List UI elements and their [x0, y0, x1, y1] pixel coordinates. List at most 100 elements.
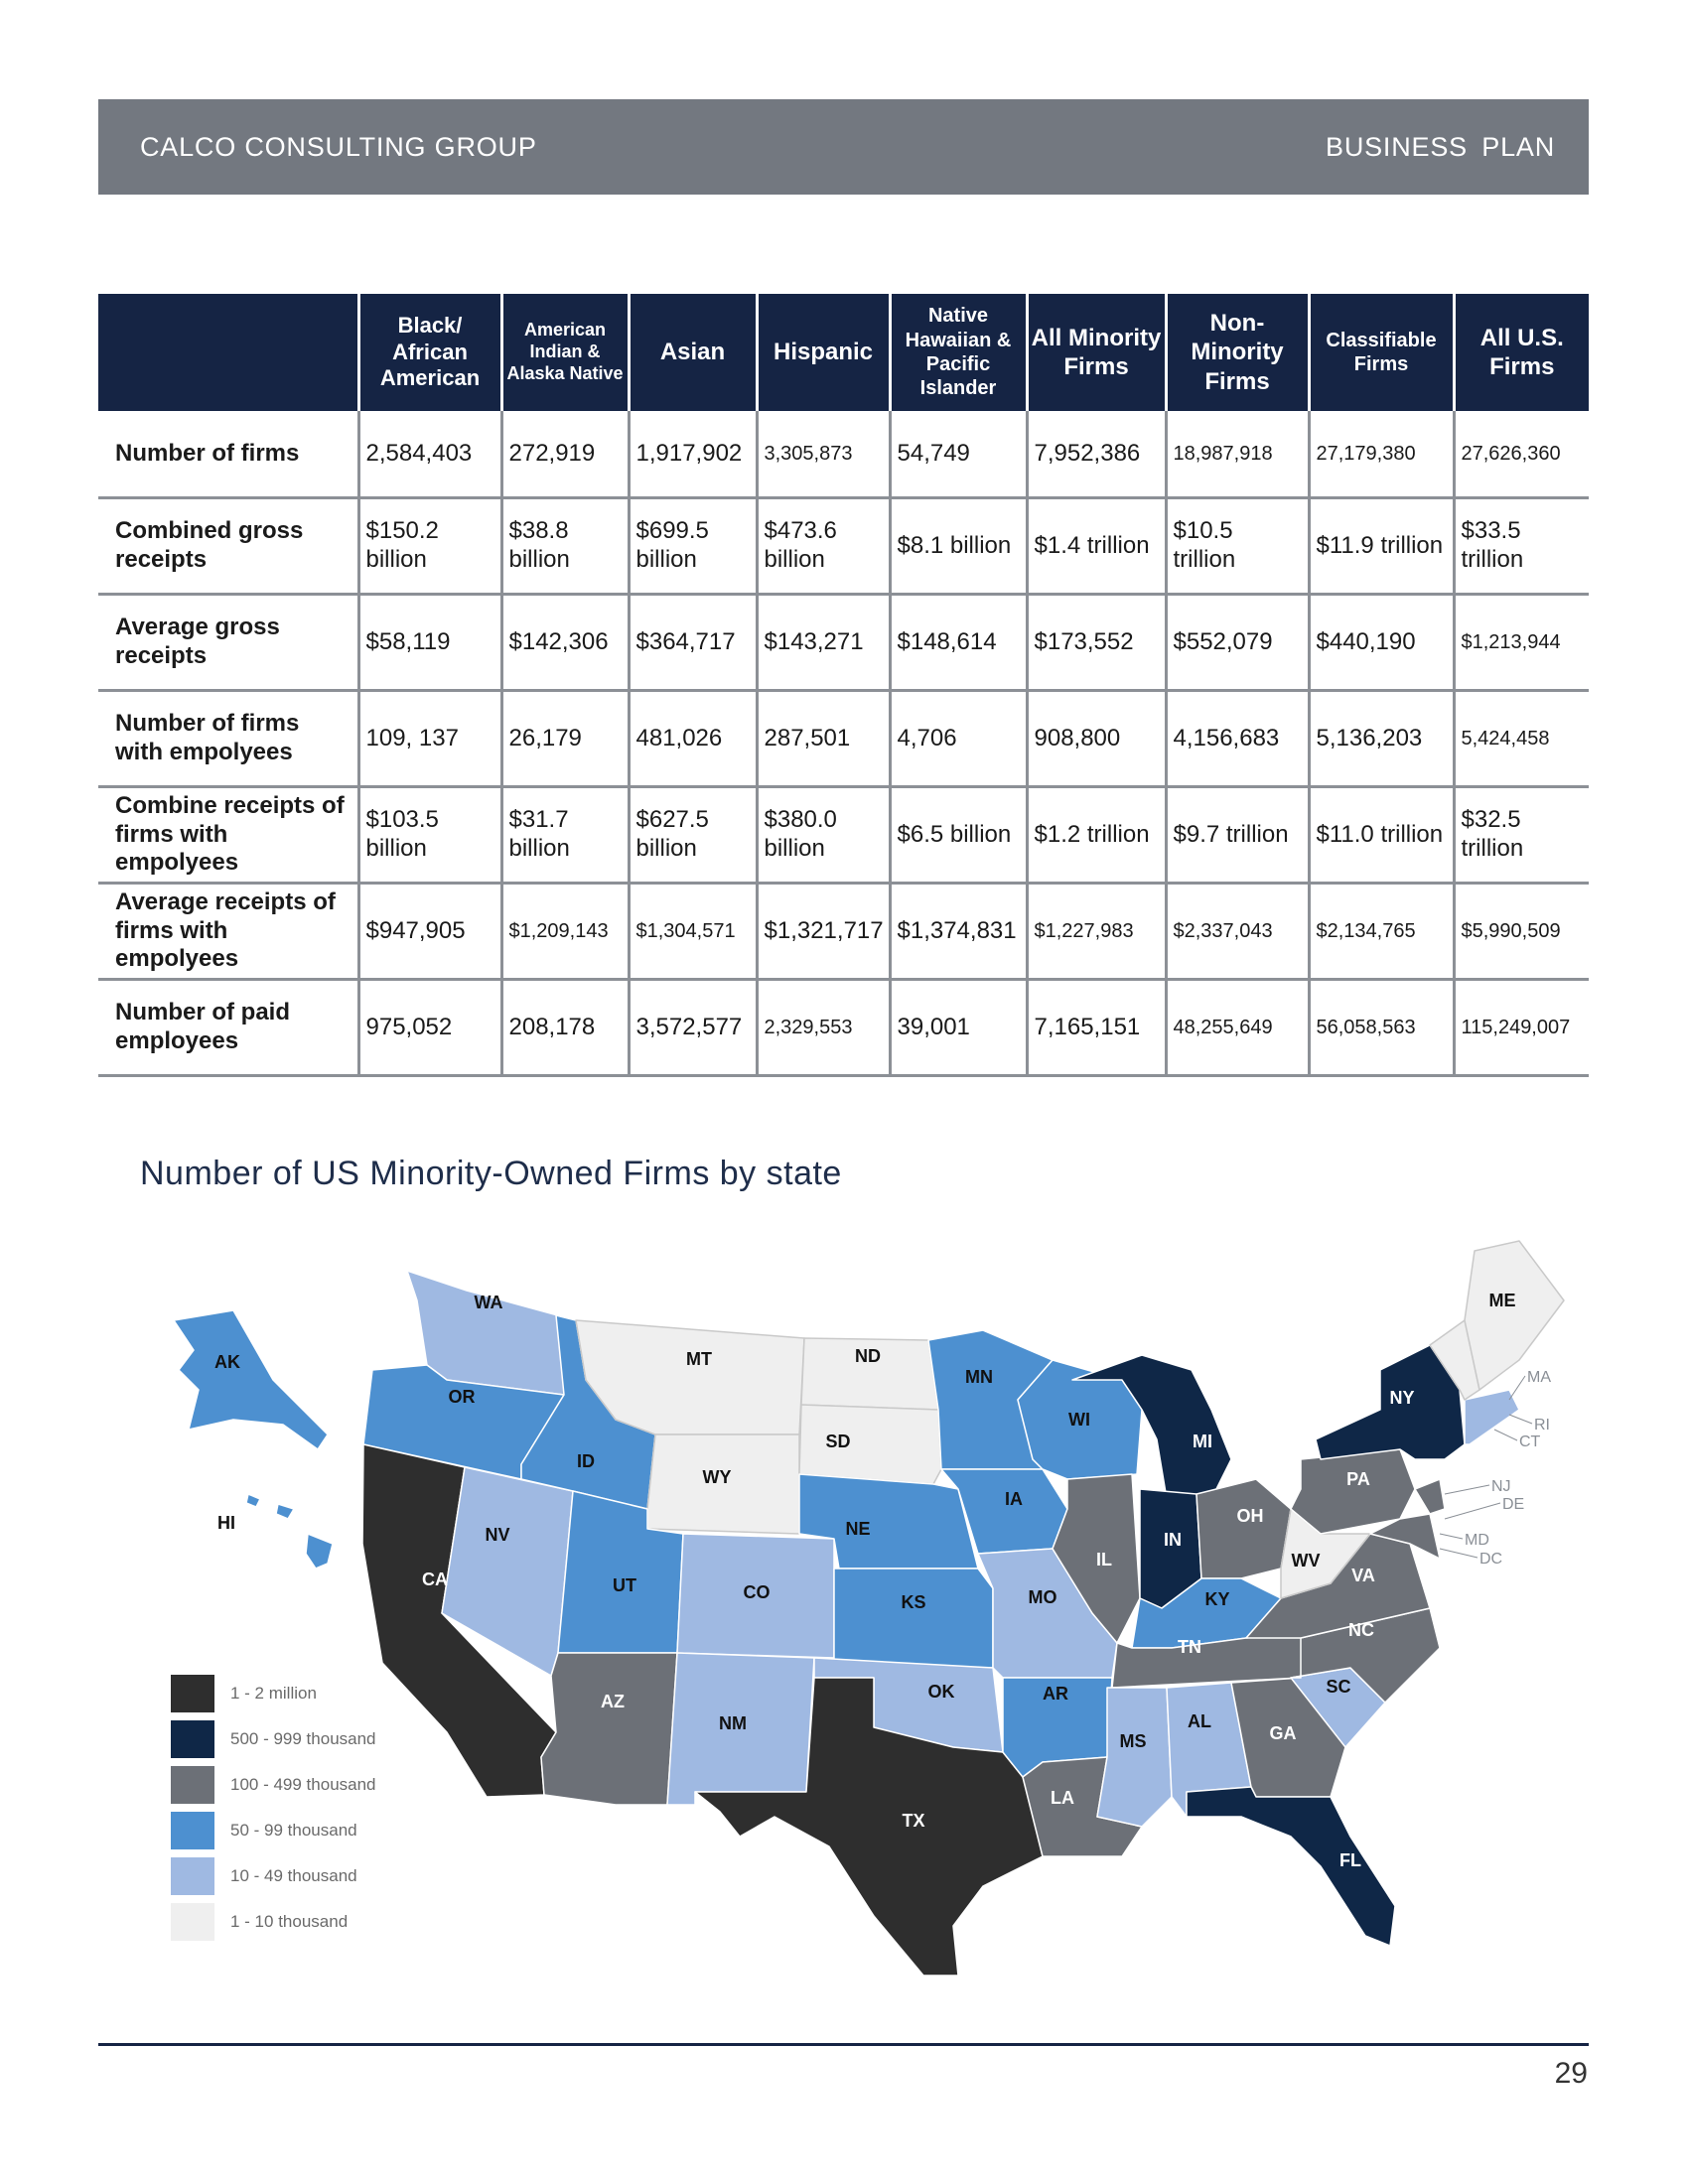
footer-rule: [98, 2043, 1589, 2046]
legend-swatch: [171, 1857, 214, 1895]
table-cell: $1.4 trillion: [1025, 497, 1166, 596]
table-row: Average receipts of firms with empolyees…: [98, 883, 1589, 981]
state-mid-atlantic: [1369, 1513, 1441, 1560]
table-cell: $32.5 trillion: [1452, 786, 1589, 885]
state-fl: [1186, 1786, 1396, 1947]
state-label-or: OR: [449, 1387, 476, 1407]
state-label-ar: AR: [1043, 1684, 1068, 1704]
state-pa: [1290, 1448, 1416, 1535]
state-ks: [833, 1568, 994, 1669]
callout-label-md: MD: [1465, 1532, 1489, 1549]
callout-leader-line: [1444, 1502, 1501, 1520]
state-nj: [1414, 1478, 1446, 1515]
table-cell: $31.7 billion: [499, 786, 629, 885]
us-state-map: WA OR CA NV ID MT WY UT AZ CO NM ND SD NE KS OK TX MN IA MO…: [173, 1240, 1565, 1977]
page-number: 29: [1554, 2057, 1588, 2090]
column-header: Native Hawaiian & Pacific Islander: [888, 294, 1027, 411]
state-label-ak: AK: [214, 1352, 240, 1372]
table-cell: $143,271: [755, 594, 890, 692]
table-cell: 54,749: [888, 411, 1027, 499]
table-cell: $58,119: [356, 594, 501, 692]
state-az: [540, 1652, 678, 1806]
table-row: Combine receipts of firms with empolyees…: [98, 786, 1589, 885]
table-cell: $6.5 billion: [888, 786, 1027, 885]
legend-item: 500 - 999 thousand: [171, 1716, 376, 1762]
column-header: Asian: [627, 294, 757, 411]
table-cell: $33.5 trillion: [1452, 497, 1589, 596]
column-header: Black/ African American: [356, 294, 501, 411]
legend-label: 500 - 999 thousand: [230, 1729, 376, 1748]
legend-label: 100 - 499 thousand: [230, 1775, 376, 1794]
legend-item: 10 - 49 thousand: [171, 1853, 376, 1899]
table-cell: $103.5 billion: [356, 786, 501, 885]
table-cell: $380.0 billion: [755, 786, 890, 885]
row-label: Number of firms with empolyees: [98, 690, 358, 788]
document-type: BUSINESS PLAN: [1326, 131, 1555, 162]
state-label-ms: MS: [1120, 1731, 1147, 1751]
legend-item: 1 - 10 thousand: [171, 1899, 376, 1945]
callout-label-nj: NJ: [1491, 1478, 1511, 1495]
state-hi-3: [305, 1533, 334, 1570]
row-label: Number of paid employees: [98, 979, 358, 1077]
state-label-nc: NC: [1348, 1620, 1374, 1640]
table-cell: $1,227,983: [1025, 883, 1166, 981]
legend-label: 50 - 99 thousand: [230, 1821, 357, 1840]
state-label-sd: SD: [825, 1432, 850, 1451]
state-label-ga: GA: [1270, 1723, 1297, 1743]
state-ms: [1096, 1687, 1173, 1828]
table-row: Number of firms with empolyees 109, 137 …: [98, 690, 1589, 788]
table-cell: 975,052: [356, 979, 501, 1077]
state-label-sc: SC: [1326, 1677, 1350, 1697]
table-cell: 48,255,649: [1164, 979, 1309, 1077]
state-label-wv: WV: [1292, 1551, 1321, 1570]
state-label-hi: HI: [217, 1513, 235, 1533]
table-cell: $150.2 billion: [356, 497, 501, 596]
column-header: All U.S. Firms: [1452, 294, 1589, 411]
table-row: Number of firms 2,584,403 272,919 1,917,…: [98, 411, 1589, 499]
state-label-oh: OH: [1237, 1506, 1264, 1526]
table-cell: $9.7 trillion: [1164, 786, 1309, 885]
legend-swatch: [171, 1903, 214, 1941]
callout-leader-line: [1493, 1429, 1518, 1441]
table-cell: 109, 137: [356, 690, 501, 788]
state-label-ky: KY: [1204, 1589, 1229, 1609]
state-wi: [1017, 1359, 1143, 1480]
state-ak: [173, 1309, 329, 1450]
map-title: Number of US Minority-Owned Firms by sta…: [140, 1155, 842, 1192]
state-vt-nh: [1429, 1319, 1480, 1401]
table-cell: 7,952,386: [1025, 411, 1166, 499]
callout-leader-line: [1439, 1548, 1478, 1559]
state-label-ok: OK: [928, 1682, 955, 1702]
table-cell: 39,001: [888, 979, 1027, 1077]
state-label-fl: FL: [1339, 1850, 1361, 1870]
table-cell: $148,614: [888, 594, 1027, 692]
legend-label: 10 - 49 thousand: [230, 1866, 357, 1885]
state-label-nd: ND: [855, 1346, 881, 1366]
table-cell: 287,501: [755, 690, 890, 788]
callout-leader-line: [1508, 1414, 1533, 1425]
legend-label: 1 - 2 million: [230, 1684, 317, 1703]
table-cell: $364,717: [627, 594, 757, 692]
table-cell: 27,626,360: [1452, 411, 1589, 499]
table-cell: $38.8 billion: [499, 497, 629, 596]
column-header: [98, 294, 358, 411]
table-cell: $8.1 billion: [888, 497, 1027, 596]
callout-label-ct: CT: [1519, 1433, 1541, 1450]
column-header: American Indian & Alaska Native: [499, 294, 629, 411]
state-label-ny: NY: [1389, 1388, 1414, 1408]
state-label-wy: WY: [703, 1467, 732, 1487]
table-cell: 115,249,007: [1452, 979, 1589, 1077]
table-cell: $11.0 trillion: [1307, 786, 1454, 885]
state-label-mo: MO: [1029, 1587, 1057, 1607]
state-label-nv: NV: [485, 1525, 509, 1545]
table-cell: 4,156,683: [1164, 690, 1309, 788]
state-label-wi: WI: [1068, 1410, 1090, 1430]
state-labels: WA OR CA NV ID MT WY UT AZ CO NM ND SD NE KS OK TX MN IA MO…: [214, 1291, 1516, 1870]
legend-swatch: [171, 1720, 214, 1758]
callout-label-dc: DC: [1479, 1551, 1502, 1568]
state-label-ca: CA: [422, 1570, 448, 1589]
legend-swatch: [171, 1766, 214, 1804]
state-hi-2: [275, 1503, 295, 1520]
state-label-mt: MT: [686, 1349, 712, 1369]
